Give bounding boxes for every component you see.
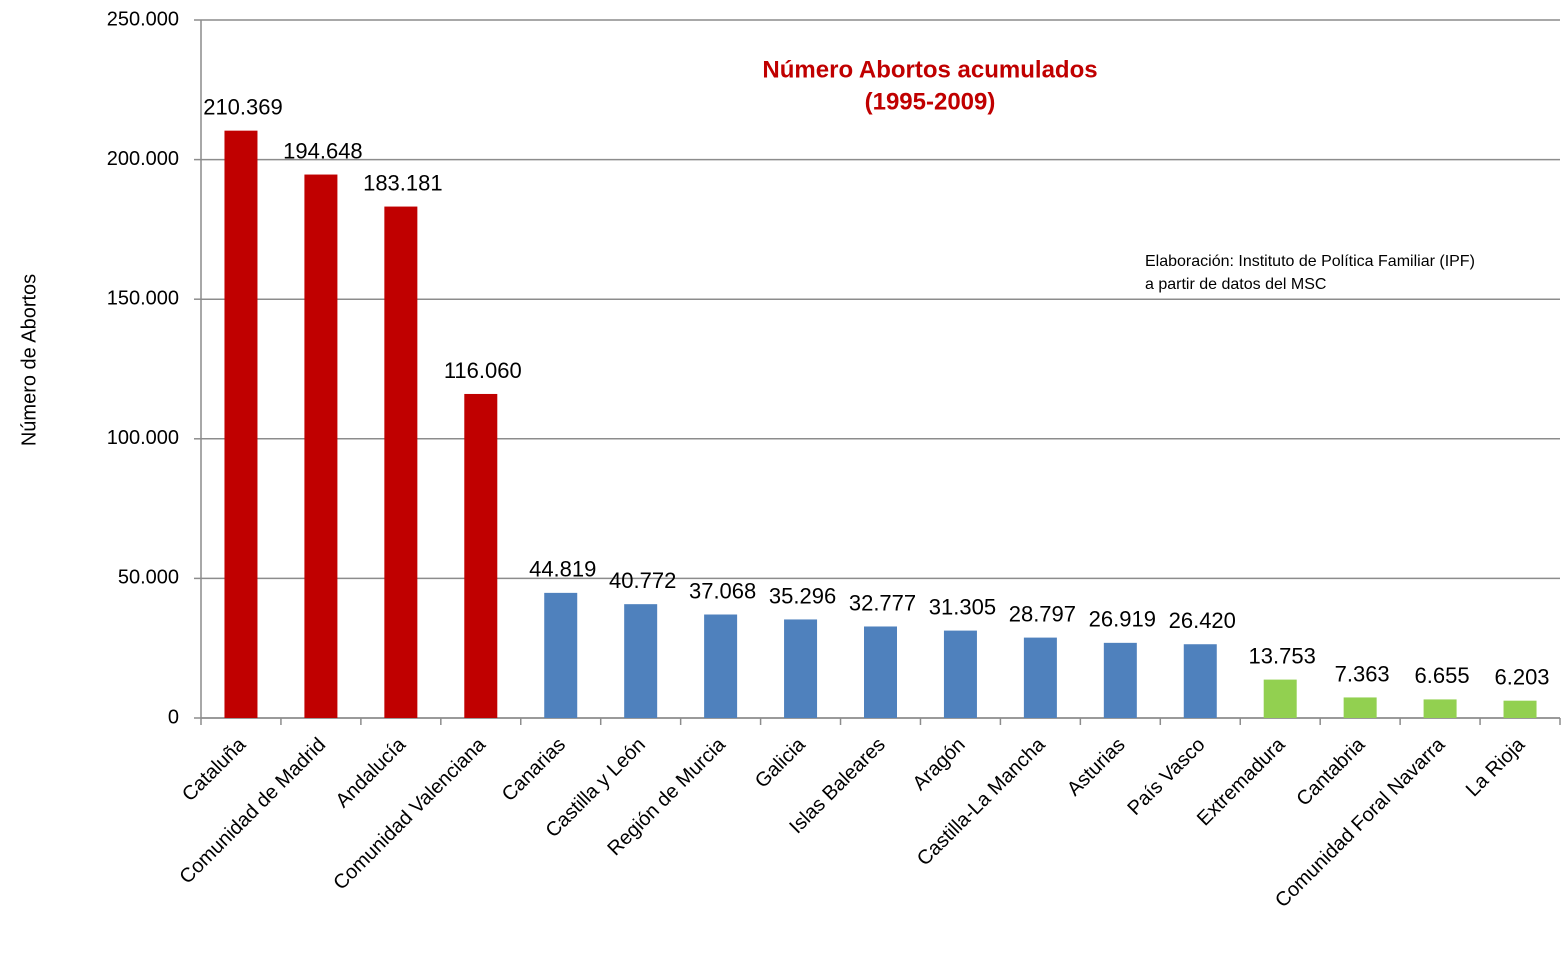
chart-subtitle: (1995-2009) bbox=[865, 88, 996, 115]
x-tick-label: Andalucía bbox=[332, 733, 411, 812]
bar bbox=[1103, 642, 1137, 718]
bar bbox=[1183, 644, 1217, 718]
y-tick-label: 150.000 bbox=[107, 287, 179, 309]
bar bbox=[1423, 699, 1457, 718]
x-tick-label: Canarias bbox=[498, 734, 570, 806]
value-label: 35.296 bbox=[769, 583, 836, 608]
value-label: 26.919 bbox=[1089, 607, 1156, 632]
value-label: 31.305 bbox=[929, 594, 996, 619]
x-tick-label: Cataluña bbox=[178, 733, 251, 806]
x-tick-label: La Rioja bbox=[1462, 733, 1530, 801]
chart-title: Número Abortos acumulados bbox=[762, 56, 1097, 83]
value-label: 210.369 bbox=[203, 94, 283, 119]
value-label: 40.772 bbox=[609, 568, 676, 593]
value-label: 13.753 bbox=[1249, 643, 1316, 668]
value-label: 37.068 bbox=[689, 578, 756, 603]
bar bbox=[544, 592, 578, 718]
bar bbox=[784, 619, 818, 718]
value-label: 6.655 bbox=[1415, 663, 1470, 688]
x-tick-label: País Vasco bbox=[1123, 734, 1209, 820]
y-tick-label: 50.000 bbox=[118, 567, 179, 589]
bar bbox=[1023, 637, 1057, 718]
y-tick-label: 0 bbox=[168, 706, 179, 728]
value-label: 32.777 bbox=[849, 590, 916, 615]
bar bbox=[1503, 700, 1537, 718]
bar bbox=[704, 614, 738, 718]
annotation: a partir de datos del MSC bbox=[1145, 276, 1326, 293]
x-tick-label: Comunidad Foral Navarra bbox=[1271, 733, 1450, 912]
value-label: 183.181 bbox=[363, 170, 443, 195]
value-label: 7.363 bbox=[1335, 661, 1390, 686]
bar bbox=[304, 174, 338, 718]
x-tick-label: Comunidad de Madrid bbox=[175, 734, 330, 889]
bar bbox=[864, 626, 897, 718]
value-label: 44.819 bbox=[529, 557, 596, 582]
annotation: Elaboración: Instituto de Política Famil… bbox=[1145, 253, 1475, 270]
x-tick-label: Comunidad Valenciana bbox=[329, 733, 490, 894]
bar bbox=[464, 393, 498, 718]
bar bbox=[943, 630, 977, 718]
value-label: 6.203 bbox=[1494, 664, 1549, 689]
value-label: 116.060 bbox=[444, 358, 522, 383]
y-tick-label: 100.000 bbox=[107, 427, 179, 449]
x-tick-label: Galicia bbox=[751, 733, 810, 792]
bar bbox=[224, 130, 258, 718]
bar bbox=[384, 206, 418, 718]
value-label: 28.797 bbox=[1009, 601, 1076, 626]
y-tick-label: 200.000 bbox=[107, 148, 179, 170]
bar bbox=[624, 604, 658, 718]
x-tick-label: Aragón bbox=[909, 734, 970, 795]
y-tick-label: 250.000 bbox=[107, 8, 179, 30]
value-label: 26.420 bbox=[1169, 608, 1236, 633]
x-tick-label: Asturias bbox=[1063, 734, 1130, 801]
x-tick-label: Cantabria bbox=[1293, 733, 1370, 810]
y-axis-label: Número de Abortos bbox=[18, 274, 40, 446]
bar bbox=[1263, 679, 1297, 718]
bar bbox=[1343, 697, 1377, 718]
value-label: 194.648 bbox=[283, 138, 363, 163]
